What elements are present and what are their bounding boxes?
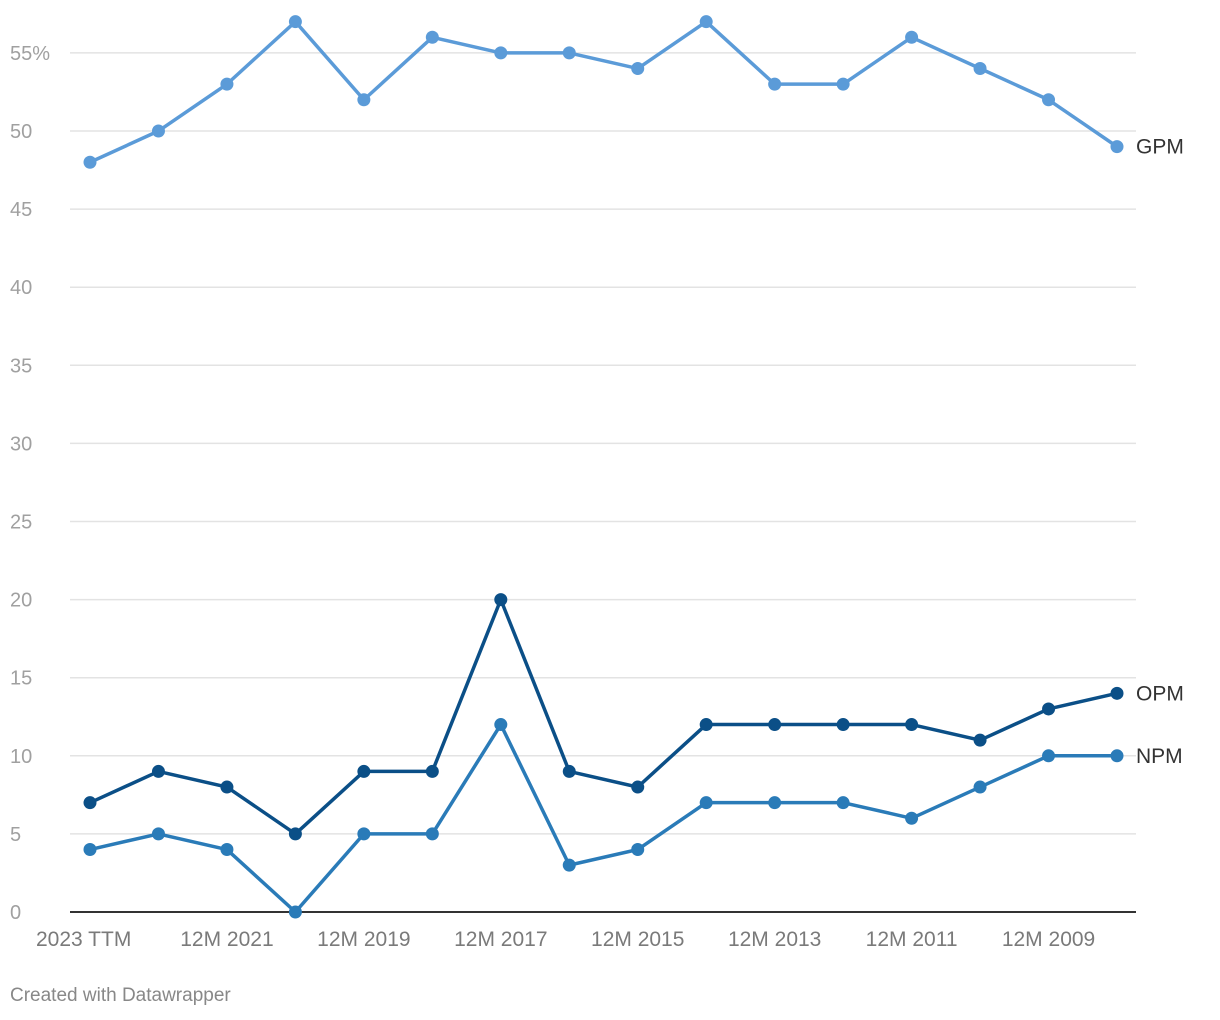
y-tick-label: 55% [10, 43, 50, 65]
y-tick-label: 50 [10, 121, 32, 143]
data-point-npm [151, 827, 165, 841]
data-point-npm [631, 843, 645, 857]
data-point-opm [288, 827, 302, 841]
data-point-npm [1042, 749, 1056, 763]
series-line-opm [88, 597, 1119, 836]
data-point-gpm [1042, 93, 1056, 107]
y-tick-label: 40 [10, 277, 32, 299]
series-opm [83, 593, 1124, 841]
y-tick-label: 10 [10, 746, 32, 768]
x-tick-label: 12M 2011 [866, 928, 958, 951]
y-tick-label: 30 [10, 433, 32, 455]
series-line-npm [88, 722, 1119, 914]
data-point-npm [425, 827, 439, 841]
y-axis-ticks: 0 5 10 15 20 25 30 35 40 45 50 55% [10, 43, 50, 924]
data-point-opm [1110, 686, 1124, 700]
data-point-opm [425, 764, 439, 778]
data-point-opm [1042, 702, 1056, 716]
data-point-npm [288, 905, 302, 919]
data-point-npm [357, 827, 371, 841]
data-point-opm [357, 764, 371, 778]
x-tick-label: 12M 2009 [1002, 928, 1095, 951]
series-label-gpm: GPM [1136, 136, 1184, 159]
series-npm [83, 718, 1124, 919]
y-tick-label: 20 [10, 590, 32, 612]
data-point-opm [83, 796, 97, 810]
data-point-opm [494, 593, 508, 607]
data-point-opm [151, 764, 165, 778]
data-point-gpm [83, 155, 97, 169]
data-point-npm [973, 780, 987, 794]
data-point-gpm [836, 77, 850, 91]
data-point-gpm [631, 62, 645, 76]
data-point-npm [699, 796, 713, 810]
data-point-npm [1110, 749, 1124, 763]
data-point-opm [220, 780, 234, 794]
series-label-opm: OPM [1136, 682, 1184, 705]
data-point-npm [220, 843, 234, 857]
data-point-npm [562, 858, 576, 872]
grid-lines [70, 52, 1136, 913]
y-tick-label: 45 [10, 199, 32, 221]
series-label-npm: NPM [1136, 745, 1183, 768]
data-point-gpm [494, 46, 508, 60]
x-tick-label: 12M 2017 [454, 928, 547, 951]
data-point-opm [562, 764, 576, 778]
data-point-npm [905, 811, 919, 825]
data-point-gpm [973, 62, 987, 76]
x-axis-ticks: 2023 TTM 12M 2021 12M 2019 12M 2017 12M 2015… [36, 928, 1095, 951]
data-point-gpm [357, 93, 371, 107]
data-point-npm [836, 796, 850, 810]
y-tick-label: 15 [10, 668, 32, 690]
data-point-gpm [288, 15, 302, 29]
series-line-gpm [88, 19, 1119, 164]
data-point-npm [768, 796, 782, 810]
data-point-gpm [151, 124, 165, 138]
x-tick-label: 12M 2019 [317, 928, 410, 951]
x-tick-label: 12M 2013 [728, 928, 821, 951]
data-point-gpm [699, 15, 713, 29]
data-point-opm [905, 718, 919, 732]
data-point-gpm [905, 30, 919, 44]
data-point-opm [768, 718, 782, 732]
data-point-gpm [220, 77, 234, 91]
footer-credit: Created with Datawrapper [10, 985, 231, 1006]
data-point-npm [494, 718, 508, 732]
y-tick-label: 25 [10, 512, 32, 534]
y-tick-label: 5 [10, 824, 21, 846]
data-point-opm [699, 718, 713, 732]
data-point-opm [836, 718, 850, 732]
x-tick-label: 12M 2015 [591, 928, 684, 951]
series-gpm [83, 15, 1124, 169]
data-point-gpm [562, 46, 576, 60]
x-tick-label: 12M 2021 [180, 928, 273, 951]
data-point-gpm [768, 77, 782, 91]
data-point-gpm [425, 30, 439, 44]
data-point-opm [973, 733, 987, 747]
line-chart: 0 5 10 15 20 25 30 35 40 45 50 55% 2023 TTM 12M 2021… [10, 15, 1184, 951]
x-tick-label: 2023 TTM [36, 928, 131, 951]
data-point-npm [83, 843, 97, 857]
y-tick-label: 0 [10, 902, 21, 924]
series-labels: GPM OPM NPM [1136, 136, 1184, 768]
data-point-gpm [1110, 140, 1124, 154]
series-lines [83, 15, 1124, 919]
data-point-opm [631, 780, 645, 794]
y-tick-label: 35 [10, 355, 32, 377]
